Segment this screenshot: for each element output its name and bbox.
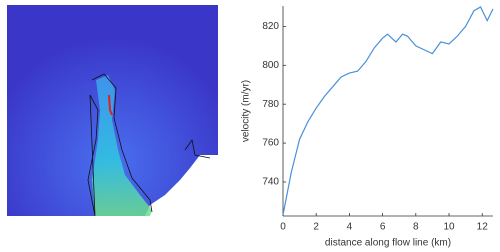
outline — [87, 73, 153, 217]
chart: distance along flow line (km) velocity (… — [241, 80, 451, 249]
x-tick-label: 6 — [380, 222, 386, 233]
x-tick-label: 10 — [443, 222, 455, 233]
y-tick-label: 760 — [262, 138, 279, 149]
y-tick-label: 740 — [262, 177, 279, 188]
y-tick-label: 820 — [262, 21, 279, 32]
x-tick-label: 4 — [347, 222, 353, 233]
flow-line — [108, 94, 113, 116]
x-tick-label: 2 — [313, 222, 319, 233]
velocity-map — [7, 5, 218, 217]
x-tick-label: 12 — [477, 222, 489, 233]
y-tick-label: 800 — [262, 60, 279, 71]
glacier — [92, 75, 152, 216]
ocean — [145, 155, 218, 216]
y-tick-label: 780 — [262, 99, 279, 110]
outline — [184, 139, 211, 159]
y-axis-label: velocity (m/yr) — [241, 80, 252, 142]
data-line — [282, 6, 494, 216]
x-tick-label: 8 — [413, 222, 419, 233]
x-axis-label: distance along flow line (km) — [325, 238, 451, 249]
x-tick-label: 0 — [280, 222, 286, 233]
